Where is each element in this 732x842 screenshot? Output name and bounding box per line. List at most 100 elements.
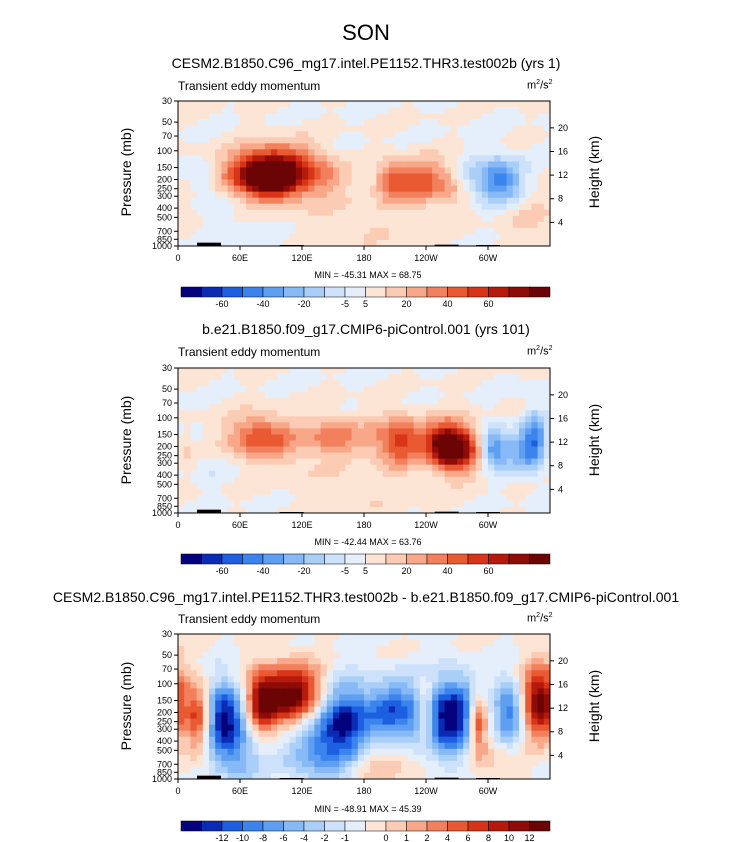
heatmap-cell — [469, 640, 477, 647]
heatmap-cell — [438, 119, 446, 126]
heatmap-cell — [240, 410, 247, 417]
heatmap-cell — [351, 452, 359, 460]
heatmap-cell — [357, 658, 365, 665]
heatmap-cell — [401, 718, 408, 726]
heatmap-cell — [463, 209, 470, 217]
heatmap-cell — [202, 167, 210, 175]
heatmap-cell — [364, 772, 371, 779]
heatmap-cell — [240, 392, 247, 399]
heatmap-cell — [184, 700, 191, 708]
heatmap-cell — [413, 197, 421, 205]
heatmap-cell — [233, 410, 241, 417]
heatmap-cell — [537, 131, 545, 138]
heatmap-cell — [333, 652, 340, 659]
heatmap-cell — [388, 676, 396, 683]
heatmap-cell — [413, 682, 421, 689]
heatmap-cell — [500, 506, 508, 513]
heatmap-cell — [488, 101, 495, 108]
heatmap-cell — [190, 488, 198, 496]
heatmap-cell — [258, 239, 266, 246]
heatmap-cell — [537, 476, 545, 484]
heatmap-cell — [370, 766, 377, 774]
heatmap-cell — [376, 113, 384, 120]
heatmap-cell — [426, 634, 433, 641]
heatmap-cell — [512, 742, 520, 750]
heatmap-cell — [444, 422, 452, 430]
heatmap-cell — [413, 730, 421, 738]
heatmap-cell — [258, 670, 266, 677]
heatmap-cell — [202, 101, 210, 108]
heatmap-cell — [295, 640, 303, 647]
heatmap-cell — [240, 398, 247, 405]
heatmap-cell — [494, 149, 501, 156]
heatmap-cell — [190, 718, 198, 726]
heatmap-cell — [519, 161, 526, 169]
heatmap-cell — [314, 760, 322, 768]
heatmap-cell — [190, 452, 198, 460]
heatmap-cell — [283, 101, 291, 108]
heatmap-cell — [413, 191, 421, 199]
heatmap-cell — [283, 191, 291, 199]
heatmap-cell — [264, 730, 272, 738]
heatmap-cell — [364, 748, 371, 756]
heatmap-cell — [184, 500, 191, 508]
heatmap-cell — [475, 380, 483, 387]
heatmap-cell — [370, 191, 377, 199]
heatmap-cell — [209, 730, 216, 738]
heatmap-cell — [419, 488, 427, 496]
heatmap-cell — [345, 368, 353, 375]
heatmap-cell — [252, 197, 260, 205]
heatmap-cell — [376, 221, 384, 229]
heatmap-cell — [500, 137, 508, 144]
heatmap-cell — [382, 392, 390, 399]
heatmap-cell — [246, 179, 253, 187]
heatmap-cell — [506, 476, 514, 484]
heatmap-cell — [463, 428, 470, 436]
heatmap-cell — [295, 392, 303, 399]
heatmap-cell — [494, 476, 501, 484]
heatmap-cell — [221, 119, 229, 126]
heatmap-cell — [233, 682, 241, 689]
heatmap-cell — [463, 161, 470, 169]
heatmap-cell — [252, 440, 260, 448]
heatmap-cell — [264, 149, 272, 156]
heatmap-cell — [438, 664, 446, 671]
heatmap-cell — [233, 754, 241, 762]
heatmap-cell — [463, 155, 470, 163]
heatmap-cell — [382, 760, 390, 768]
heatmap-cell — [444, 215, 452, 223]
heatmap-cell — [419, 664, 427, 671]
heatmap-cell — [407, 113, 415, 120]
heatmap-cell — [500, 748, 508, 756]
heatmap-cell — [302, 766, 309, 774]
heatmap-cell — [488, 754, 495, 762]
heatmap-cell — [438, 748, 446, 756]
heatmap-cell — [357, 488, 365, 496]
heatmap-cell — [506, 215, 514, 223]
heatmap-cell — [444, 113, 452, 120]
heatmap-cell — [531, 143, 539, 150]
x-tick-label: 60E — [232, 786, 248, 796]
heatmap-cell — [320, 416, 328, 423]
heatmap-cell — [401, 221, 408, 229]
heatmap-cell — [388, 203, 396, 211]
heatmap-cell — [258, 119, 266, 126]
heatmap-cell — [240, 167, 247, 175]
heatmap-cell — [407, 155, 415, 163]
heatmap-cell — [209, 500, 216, 508]
heatmap-cell — [209, 215, 216, 223]
heatmap-cell — [209, 458, 216, 466]
heatmap-cell — [339, 398, 346, 405]
heatmap-cell — [227, 155, 235, 163]
heatmap-cell — [283, 440, 291, 448]
heatmap-cell — [320, 119, 328, 126]
heatmap-cell — [184, 446, 191, 454]
heatmap-cell — [357, 221, 365, 229]
heatmap-cell — [469, 646, 477, 653]
heatmap-cell — [519, 233, 526, 241]
heatmap-cell — [333, 161, 340, 169]
heatmap-cell — [531, 398, 539, 405]
heatmap-cell — [221, 185, 229, 193]
heatmap-cell — [351, 137, 359, 144]
heatmap-cell — [184, 742, 191, 750]
